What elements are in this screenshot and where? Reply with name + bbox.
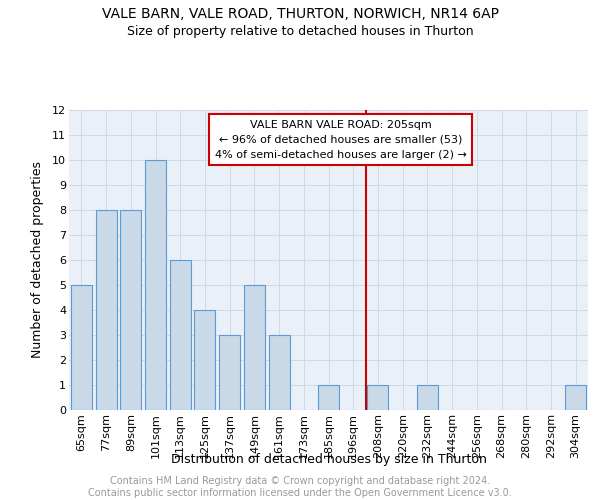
- Bar: [145, 160, 166, 410]
- Text: Distribution of detached houses by size in Thurton: Distribution of detached houses by size …: [171, 452, 487, 466]
- Bar: [120, 210, 141, 410]
- Y-axis label: Number of detached properties: Number of detached properties: [31, 162, 44, 358]
- Text: VALE BARN, VALE ROAD, THURTON, NORWICH, NR14 6AP: VALE BARN, VALE ROAD, THURTON, NORWICH, …: [101, 8, 499, 22]
- Bar: [194, 310, 215, 410]
- Bar: [170, 260, 191, 410]
- Bar: [244, 285, 265, 410]
- Bar: [71, 285, 92, 410]
- Bar: [565, 385, 586, 410]
- Text: Size of property relative to detached houses in Thurton: Size of property relative to detached ho…: [127, 25, 473, 38]
- Bar: [95, 210, 116, 410]
- Bar: [269, 335, 290, 410]
- Text: VALE BARN VALE ROAD: 205sqm
← 96% of detached houses are smaller (53)
4% of semi: VALE BARN VALE ROAD: 205sqm ← 96% of det…: [215, 120, 467, 160]
- Text: Contains HM Land Registry data © Crown copyright and database right 2024.
Contai: Contains HM Land Registry data © Crown c…: [88, 476, 512, 498]
- Bar: [367, 385, 388, 410]
- Bar: [318, 385, 339, 410]
- Bar: [417, 385, 438, 410]
- Bar: [219, 335, 240, 410]
